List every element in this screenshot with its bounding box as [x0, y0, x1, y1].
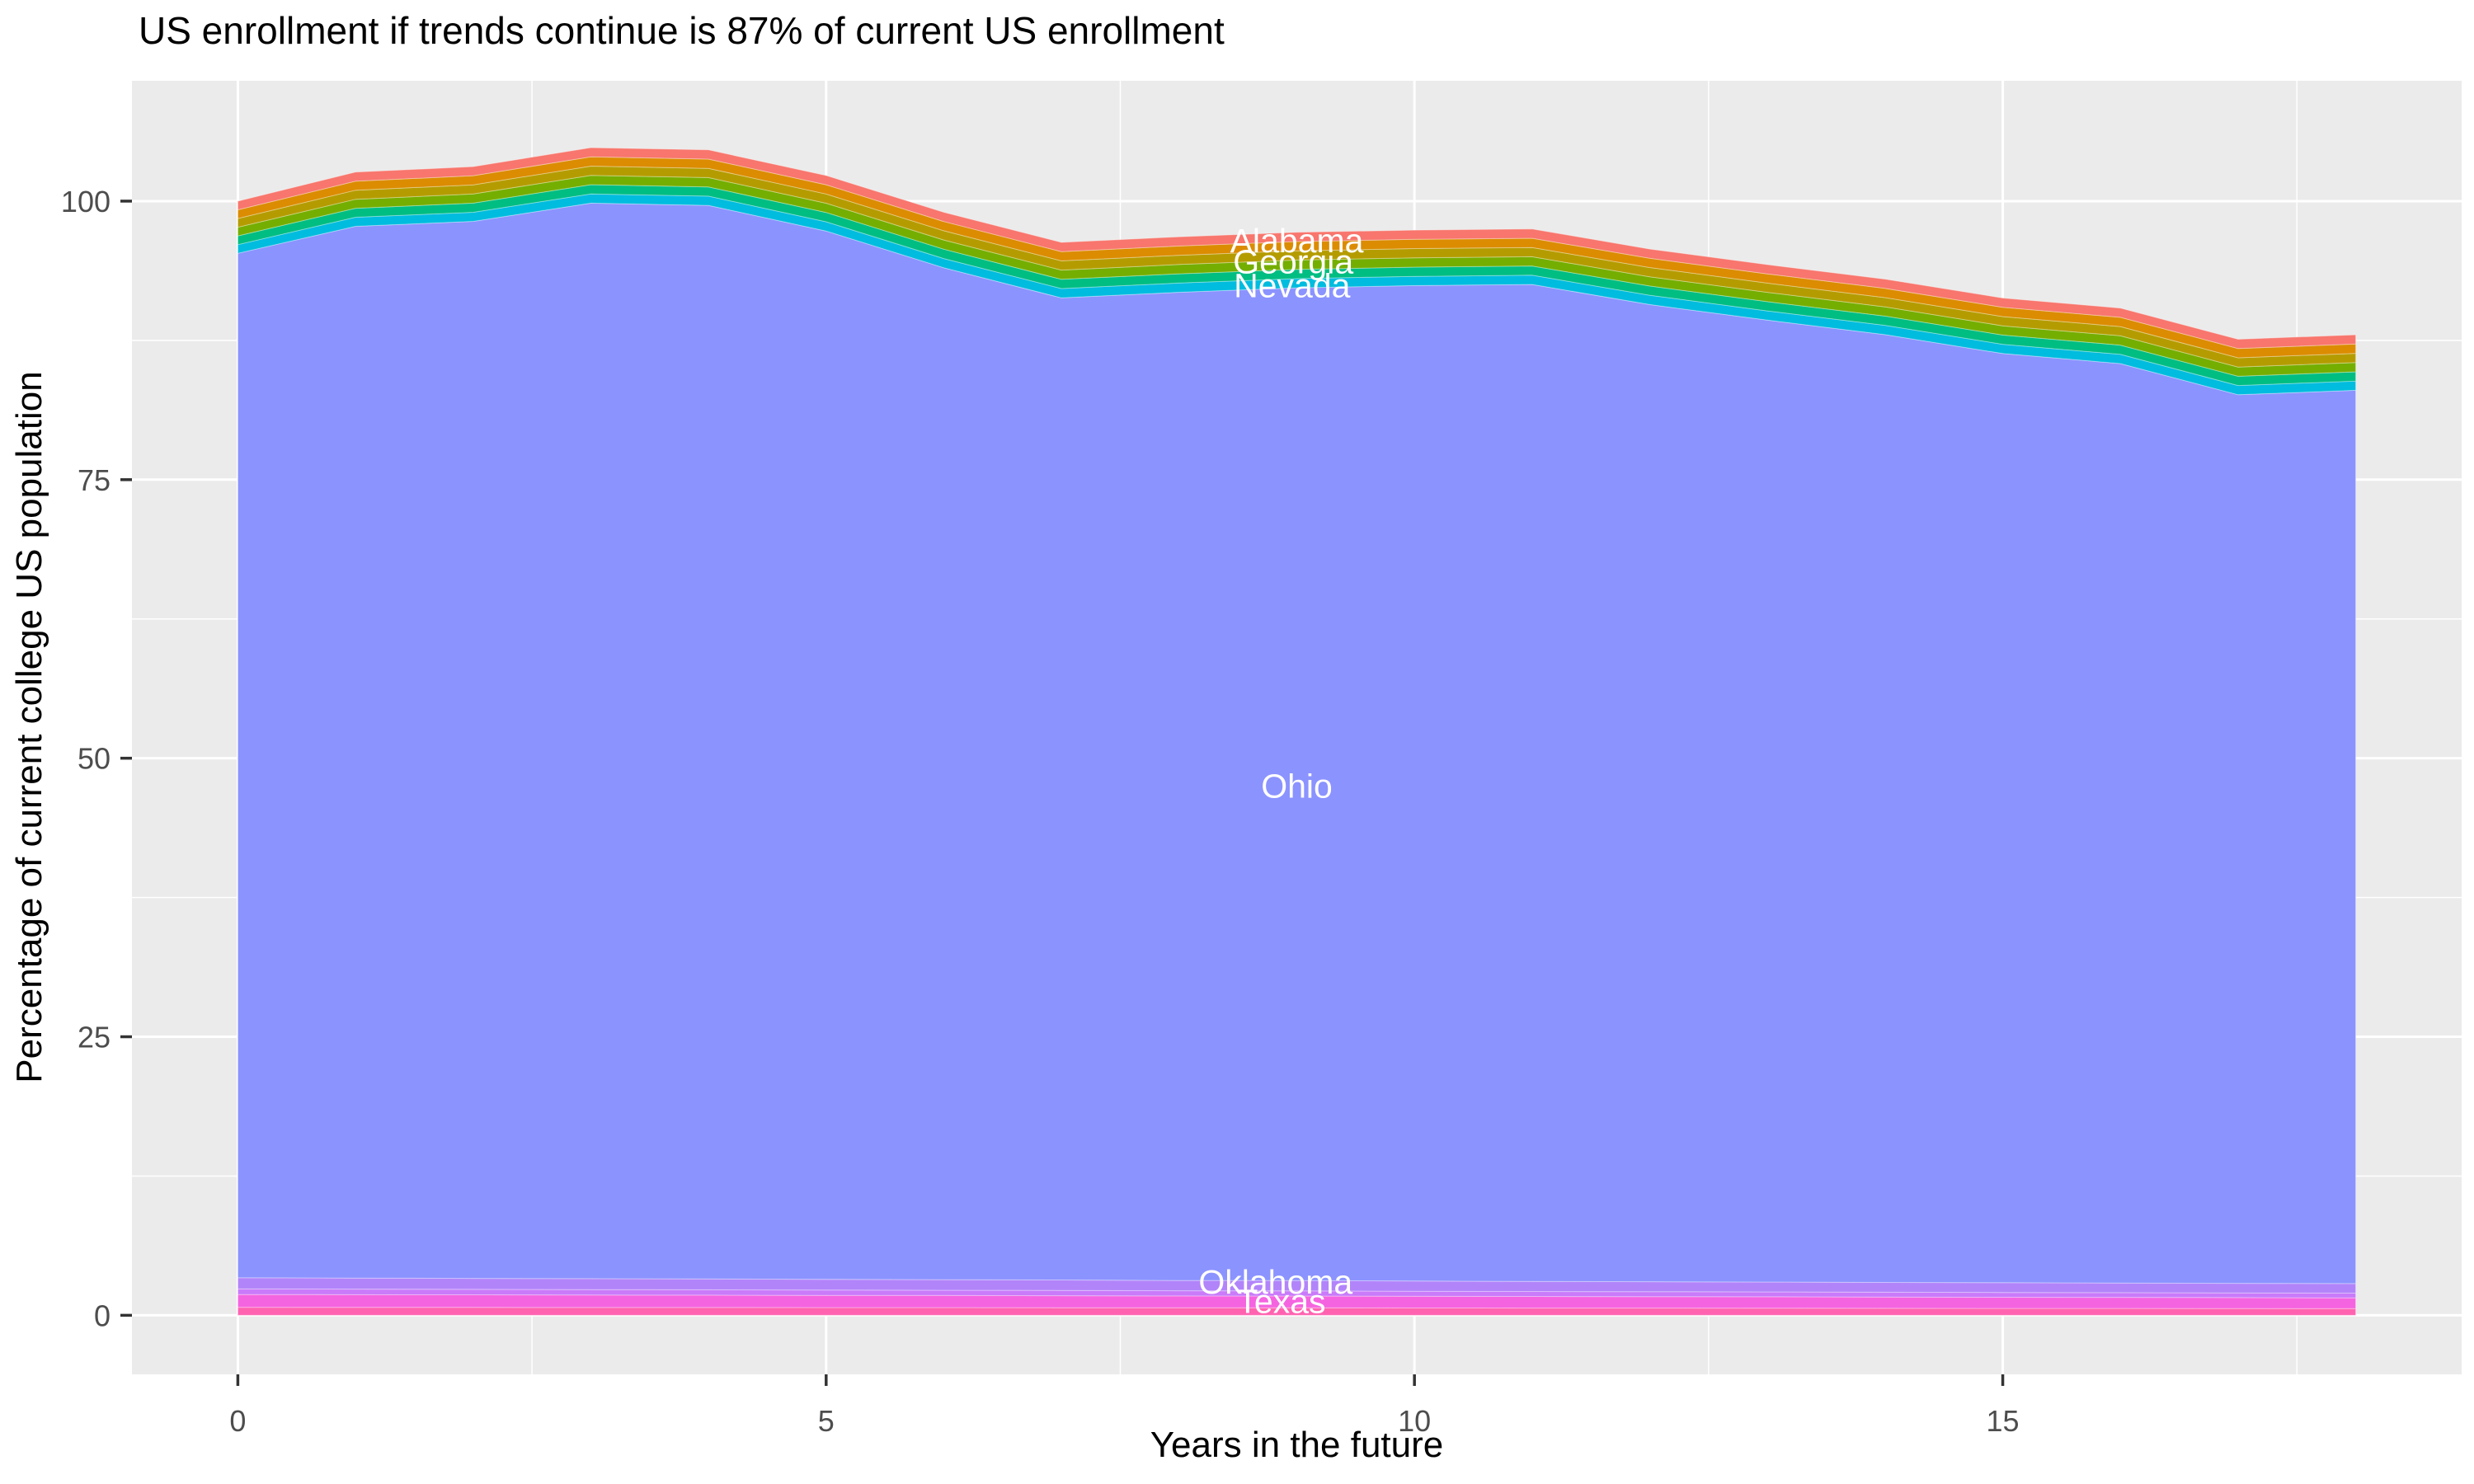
state-label-ohio: Ohio [1261, 767, 1333, 805]
x-axis-title: Years in the future [1150, 1425, 1444, 1465]
state-label-texas: Texas [1237, 1282, 1325, 1320]
y-tick-label: 0 [94, 1298, 111, 1332]
state-label-oklahoma: Oklahoma [1198, 1263, 1352, 1301]
x-tick-label: 15 [1987, 1404, 2020, 1438]
y-tick-label: 100 [61, 185, 111, 218]
x-tick-label: 10 [1398, 1404, 1431, 1438]
y-tick-label: 50 [78, 742, 111, 776]
state-label-nevada: Nevada [1234, 267, 1351, 305]
state-label-georgia: Georgia [1233, 243, 1353, 281]
x-tick-label: 5 [818, 1404, 835, 1438]
area-band-alabama [237, 147, 2357, 350]
chart-title: US enrollment if trends continue is 87% … [139, 9, 1225, 52]
y-axis-title: Percentage of current college US populat… [9, 371, 49, 1083]
y-tick-label: 75 [78, 463, 111, 497]
x-tick-label: 0 [229, 1404, 246, 1438]
state-label-alabama: Alabama [1230, 222, 1364, 260]
area-band-ohio [237, 202, 2357, 1284]
y-tick-label: 25 [78, 1021, 111, 1054]
